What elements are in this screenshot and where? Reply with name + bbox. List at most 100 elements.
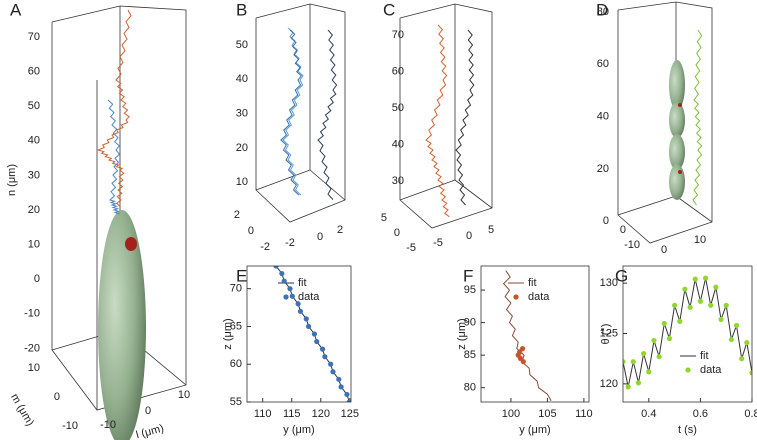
- data-point: [520, 359, 526, 365]
- data-point: [641, 351, 647, 357]
- trajectory: [96, 9, 132, 208]
- plot-frame: [480, 265, 590, 403]
- data-point: [723, 302, 729, 308]
- n-tick-label: 30: [236, 108, 248, 120]
- data-point: [749, 370, 752, 376]
- n-tick-label: 30: [392, 175, 404, 187]
- data-point: [692, 276, 698, 282]
- legend-label: data: [700, 364, 722, 376]
- l-tick-label: 0: [661, 244, 667, 256]
- m-tick-label: -2: [260, 241, 270, 253]
- n-tick-label: 0: [34, 273, 40, 285]
- legend-label: data: [298, 291, 320, 303]
- data-point: [303, 316, 309, 322]
- trajectory: [280, 29, 302, 196]
- y-tick-label: 125: [600, 327, 618, 339]
- y-axis-label: z (μm): [456, 318, 468, 349]
- data-point: [697, 298, 704, 304]
- y-tick-label: 70: [230, 283, 242, 295]
- x-tick-label: 110: [575, 408, 593, 420]
- data-point: [623, 359, 626, 365]
- data-point: [319, 346, 326, 352]
- y-tick-label: 120: [600, 378, 618, 390]
- data-point: [708, 302, 714, 308]
- data-point: [630, 359, 636, 365]
- n-tick-label: 10: [236, 176, 248, 188]
- x-tick-label: 110: [254, 408, 272, 420]
- l-tick-label: 10: [178, 389, 190, 401]
- flagellum-spot: [125, 237, 137, 251]
- x-axis-label: t (s): [678, 424, 697, 436]
- legend-label: fit: [528, 277, 537, 289]
- trajectory: [455, 29, 475, 206]
- panel-letter: C: [383, 0, 395, 19]
- data-point: [322, 354, 328, 360]
- m-tick-label: 2: [234, 209, 240, 221]
- data-point: [328, 361, 334, 367]
- n-tick-label: 30: [28, 169, 40, 181]
- panel-letter: F: [463, 266, 473, 285]
- data-point: [336, 376, 342, 382]
- data-point: [733, 322, 740, 329]
- m-tick-label: 10: [28, 362, 40, 374]
- n-tick-label: 0: [603, 215, 609, 227]
- data-point: [311, 331, 317, 337]
- panel-letter: D: [596, 0, 608, 19]
- data-point: [651, 337, 657, 344]
- data-point: [666, 335, 673, 342]
- trajectory: [317, 29, 338, 200]
- x-axis-label: l (μm): [135, 422, 165, 440]
- panel-letter: G: [615, 266, 628, 285]
- x-tick-label: 100: [502, 408, 520, 420]
- n-tick-label: 80: [597, 6, 609, 18]
- panel-letter: A: [10, 0, 22, 19]
- data-point: [718, 316, 724, 322]
- m-tick-label: -10: [62, 420, 78, 432]
- data-point: [728, 336, 734, 343]
- n-tick-label: 60: [392, 65, 404, 77]
- data-point: [656, 354, 662, 360]
- y-tick-label: 90: [464, 317, 476, 329]
- x-tick-label: 0.8: [744, 408, 757, 420]
- data-point: [287, 286, 293, 292]
- data-point: [687, 304, 693, 310]
- n-tick-label: 10: [28, 239, 40, 251]
- m-tick-label: 0: [54, 391, 60, 403]
- l-tick-label: 5: [488, 224, 494, 236]
- box-3d: [51, 1, 713, 411]
- x-tick-label: 115: [283, 408, 301, 420]
- x-tick-label: 0.4: [641, 408, 656, 420]
- data-point: [279, 270, 285, 277]
- n-tick-label: 40: [597, 111, 609, 123]
- n-tick-label: 60: [28, 66, 40, 78]
- legend-swatch: [685, 367, 691, 373]
- n-tick-label: 20: [28, 204, 40, 216]
- data-point: [635, 380, 642, 386]
- data-point: [314, 338, 320, 345]
- z-axis-label: m (μm): [8, 392, 36, 428]
- m-tick-label: 0: [620, 224, 626, 236]
- data-point: [338, 384, 344, 390]
- cells-d: [669, 60, 685, 200]
- data-point: [297, 308, 304, 314]
- legend-label: fit: [700, 350, 709, 362]
- y-tick-label: 85: [464, 349, 476, 361]
- panel-letter: B: [236, 0, 247, 19]
- trajectory: [282, 27, 304, 196]
- l-tick-label: -5: [433, 237, 443, 249]
- x-axis-label: y (μm): [283, 424, 314, 436]
- n-tick-label: 50: [236, 39, 248, 51]
- fit-line: [502, 270, 552, 401]
- y-axis-label: n (μm): [6, 164, 18, 196]
- y-axis-label: θ (°): [600, 324, 612, 345]
- l-tick-label: -10: [100, 419, 116, 431]
- data-point: [295, 301, 301, 307]
- data-point: [672, 302, 678, 308]
- l-tick-label: 0: [317, 231, 323, 243]
- n-tick-label: 50: [392, 102, 404, 114]
- y-axis-label: z (μm): [222, 318, 234, 349]
- x-tick-label: 105: [538, 408, 556, 420]
- y-tick-label: 130: [600, 277, 618, 289]
- n-tick-label: 40: [28, 135, 40, 147]
- legend-swatch: [283, 294, 289, 300]
